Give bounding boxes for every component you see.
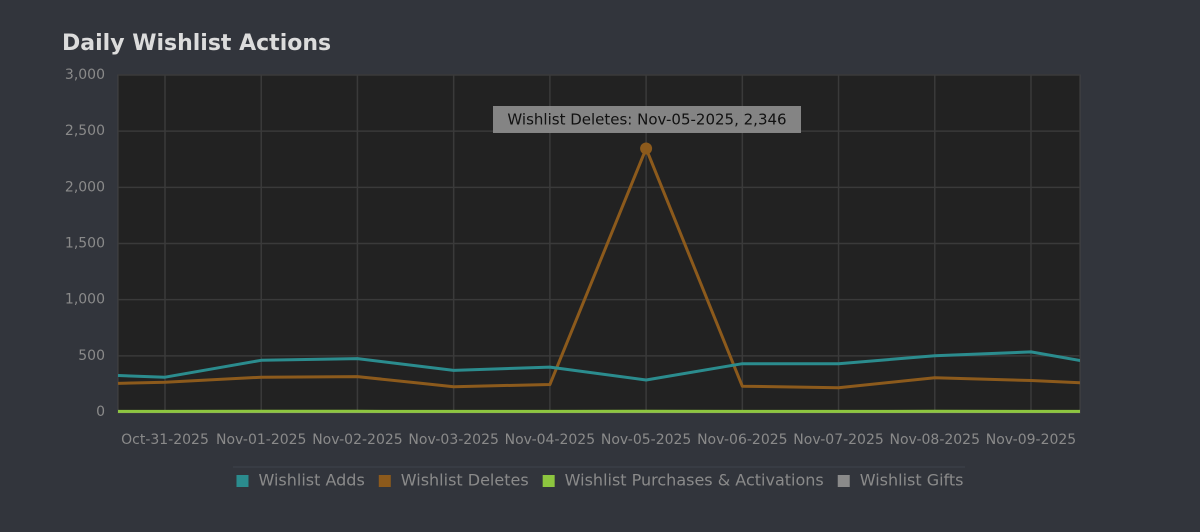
tooltip-box	[493, 106, 801, 133]
x-tick-label: Nov-03-2025	[408, 432, 499, 448]
legend-swatch	[236, 475, 249, 487]
x-tick-label: Oct-31-2025	[121, 432, 209, 448]
y-tick-label: 0	[96, 404, 105, 420]
y-tick-label: 1,000	[65, 292, 105, 308]
tooltip-text: Wishlist Deletes: Nov-05-2025, 2,346	[507, 111, 786, 129]
legend-label: Wishlist Deletes	[401, 471, 529, 490]
series-line	[118, 147, 1080, 390]
y-tick-label: 1,500	[65, 236, 105, 252]
legend-label: Wishlist Gifts	[860, 471, 964, 490]
chart-title: Daily Wishlist Actions	[62, 31, 331, 56]
y-tick-label: 2,500	[65, 123, 105, 139]
x-tick-label: Nov-06-2025	[697, 432, 788, 448]
x-tick-label: Nov-01-2025	[216, 432, 307, 448]
legend-label: Wishlist Purchases & Activations	[565, 471, 824, 490]
x-tick-label: Nov-05-2025	[601, 432, 692, 448]
x-tick-label: Nov-08-2025	[890, 432, 981, 448]
x-tick-label: Nov-09-2025	[986, 432, 1077, 448]
legend-swatch	[837, 475, 850, 487]
legend-swatch	[378, 475, 391, 487]
y-tick-label: 2,000	[65, 179, 105, 195]
lines	[118, 147, 1080, 413]
overlay: Wishlist Deletes: Nov-05-2025, 2,346 Wish…	[236, 106, 964, 490]
y-tick-label: 500	[78, 348, 105, 364]
x-tick-label: Nov-04-2025	[505, 432, 596, 448]
highlight-point	[640, 142, 653, 155]
legend-swatch	[542, 475, 555, 487]
series-line	[118, 350, 1080, 382]
x-tick-label: Nov-02-2025	[312, 432, 403, 448]
x-tick-label: Nov-07-2025	[793, 432, 884, 448]
y-tick-label: 3,000	[65, 67, 105, 83]
legend-label: Wishlist Adds	[258, 471, 364, 490]
